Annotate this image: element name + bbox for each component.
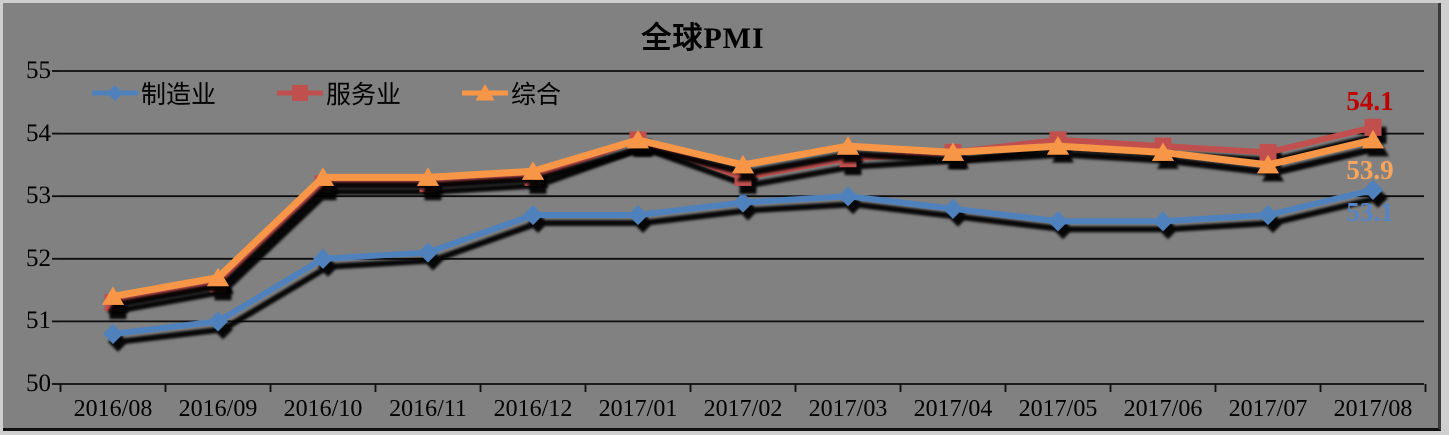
triangle-marker [1047, 136, 1069, 155]
x-axis-label: 2017/03 [808, 396, 888, 422]
triangle-marker [837, 136, 859, 155]
y-axis-label: 55 [26, 57, 51, 84]
y-axis-label: 54 [26, 119, 51, 147]
triangle-marker [1152, 142, 1174, 161]
y-axis-label: 52 [26, 244, 51, 272]
diamond-marker [733, 192, 753, 213]
triangle-marker [942, 142, 964, 161]
series-综合 [102, 129, 1384, 305]
triangle-marker [1362, 129, 1384, 149]
x-axis-label: 2017/04 [913, 396, 993, 422]
diamond-marker [1048, 211, 1068, 232]
square-marker [1259, 143, 1277, 161]
diamond-marker [943, 198, 963, 219]
triangle-marker [312, 167, 334, 186]
x-axis-label: 2016/08 [73, 396, 153, 422]
triangle-marker [102, 286, 124, 305]
square-marker [1364, 118, 1382, 136]
triangle-marker [732, 154, 754, 174]
x-axis-label: 2016/11 [389, 396, 467, 422]
x-axis-label: 2016/10 [283, 396, 363, 422]
triangle-marker [207, 267, 229, 287]
legend-item-综合: 综合 [462, 75, 561, 111]
triangle-marker [627, 129, 649, 149]
y-axis-label: 50 [26, 370, 51, 397]
legend-item-制造业: 制造业 [92, 75, 216, 111]
x-axis-label: 2017/08 [1333, 396, 1413, 422]
x-axis-label: 2017/06 [1123, 396, 1203, 422]
diamond-marker [103, 323, 123, 344]
legend-diamond-icon [92, 85, 138, 101]
plot-area [52, 70, 1427, 392]
x-axis-label: 2017/05 [1018, 396, 1098, 422]
data-label-制造业: 53.1 [1346, 196, 1394, 227]
series-服务业 [104, 118, 1382, 312]
legend-label: 制造业 [141, 82, 217, 109]
diamond-marker [1363, 179, 1383, 200]
diamond-marker [1153, 211, 1173, 232]
diamond-marker [628, 205, 648, 225]
series-制造业 [103, 179, 1383, 344]
diamond-marker [523, 205, 543, 225]
triangle-marker [417, 167, 439, 186]
data-label-服务业: 54.1 [1346, 86, 1394, 117]
legend-label: 服务业 [326, 82, 402, 109]
x-axis-label: 2016/12 [493, 396, 573, 422]
diamond-marker [208, 311, 228, 332]
chart-title: 全球PMI [641, 22, 765, 55]
legend: 制造业 服务业 综合 [92, 79, 561, 109]
x-axis-label: 2016/09 [178, 396, 258, 422]
legend-triangle-icon [462, 84, 509, 101]
y-axis-label: 53 [26, 182, 51, 210]
x-axis-label: 2017/07 [1228, 396, 1308, 422]
diamond-marker [1258, 205, 1278, 225]
pmi-line-chart: 全球PMI 制造业 服务业 综合 50 51 52 53 54 55 2016/08 2016/… [3, 3, 1441, 431]
x-axis-label: 2017/02 [703, 396, 783, 422]
diamond-marker [838, 186, 858, 207]
legend-square-icon [277, 85, 324, 101]
legend-item-服务业: 服务业 [277, 75, 401, 111]
y-axis-label: 51 [26, 307, 51, 335]
x-axis-label: 2017/01 [598, 396, 678, 422]
data-label-综合: 53.9 [1346, 154, 1394, 185]
triangle-marker [1257, 154, 1279, 174]
triangle-marker [522, 161, 544, 180]
diamond-marker [313, 248, 333, 269]
legend-label: 综合 [511, 82, 562, 109]
diamond-marker [418, 242, 438, 263]
